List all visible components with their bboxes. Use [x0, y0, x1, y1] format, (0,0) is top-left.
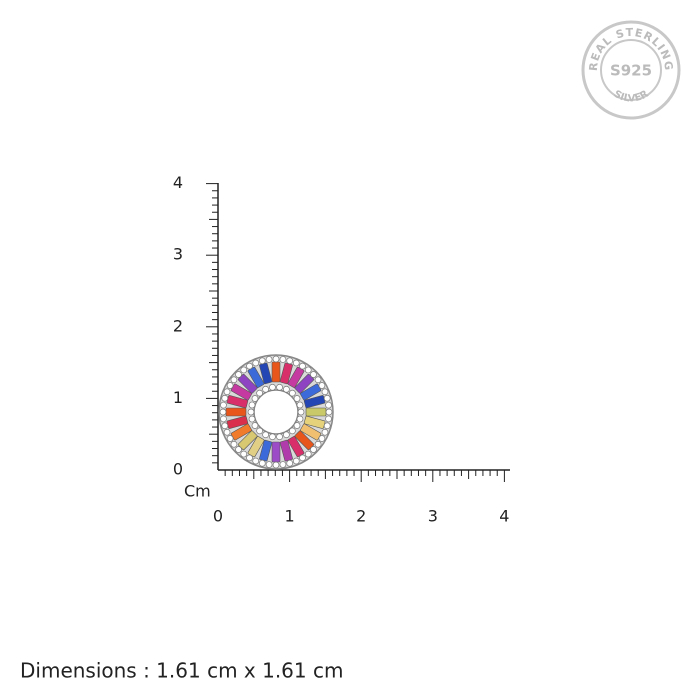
baguette-stone — [271, 441, 281, 463]
pave-stone — [292, 359, 300, 367]
baguette-stone — [225, 407, 247, 417]
pave-stone — [251, 395, 259, 402]
pave-stone — [318, 435, 326, 442]
pave-stone — [289, 427, 296, 435]
y-label: 0 — [173, 460, 183, 479]
pave-stone — [252, 457, 260, 465]
pave-stone — [286, 357, 294, 365]
pave-stone — [240, 366, 248, 374]
pave-stone — [310, 446, 317, 453]
pave-stone — [226, 382, 234, 389]
pave-stone — [235, 371, 242, 378]
dimensions-caption: Dimensions : 1.61 cm x 1.61 cm — [20, 659, 343, 683]
pave-stone — [246, 362, 253, 370]
pave-stone — [272, 355, 280, 363]
pave-stone — [258, 459, 266, 467]
pave-stone — [299, 362, 306, 370]
pave-stone — [248, 401, 256, 409]
ruler-unit: Cm — [184, 482, 211, 501]
pave-stone — [223, 428, 231, 436]
pave-stone — [221, 422, 229, 430]
pave-stone — [296, 415, 304, 423]
pave-stone — [272, 461, 280, 469]
pave-stone — [283, 431, 290, 439]
pave-stone — [323, 394, 331, 402]
pave-stone — [325, 415, 332, 423]
pave-stone — [286, 459, 294, 467]
pave-stone — [230, 440, 238, 448]
pave-stone — [283, 385, 290, 393]
pave-stone — [246, 454, 253, 462]
pave-stone — [247, 408, 255, 416]
pave-stone — [256, 389, 263, 397]
badge-center-text: S925 — [610, 62, 652, 80]
pave-stone — [262, 431, 269, 439]
pave-stone — [279, 461, 287, 468]
badge-bottom-path: SILVER — [612, 89, 651, 105]
x-label: 4 — [499, 507, 509, 526]
pave-stone — [220, 401, 227, 409]
pave-stone — [269, 383, 276, 391]
baguette-stone — [271, 361, 281, 383]
badge-ring — [581, 20, 681, 120]
pave-stone — [293, 422, 301, 429]
pave-stone — [265, 356, 273, 363]
x-label: 0 — [213, 507, 223, 526]
pave-stone — [304, 366, 312, 374]
badge-inner-ring — [600, 39, 662, 101]
y-label: 3 — [173, 245, 183, 264]
pave-stone — [223, 388, 231, 396]
pave-stone — [292, 457, 300, 465]
pave-stone — [279, 356, 287, 363]
pave-stone — [318, 382, 326, 389]
silver-badge: REAL STERLING S925 SILVER — [581, 20, 681, 120]
pave-stone — [226, 435, 234, 442]
pave-stone — [289, 389, 296, 397]
pave-stone — [323, 422, 331, 430]
pave-stone — [252, 359, 260, 367]
pave-stone — [219, 408, 227, 416]
pave-stone — [321, 428, 329, 436]
x-label: 3 — [428, 507, 438, 526]
pave-stone — [265, 461, 273, 468]
pave-stone — [314, 376, 322, 384]
pave-stone — [248, 415, 256, 423]
pave-stone — [235, 446, 242, 453]
pave-stone — [299, 454, 306, 462]
pave-stone — [314, 440, 322, 448]
pave-stone — [262, 385, 269, 393]
pave-stone — [256, 427, 263, 435]
pave-stone — [297, 408, 305, 416]
pave-stone — [310, 371, 317, 378]
ring-hole — [253, 389, 299, 435]
y-label: 2 — [173, 316, 183, 335]
pave-stone — [321, 388, 329, 396]
baguette-stone — [305, 407, 327, 417]
pave-stone — [276, 383, 283, 391]
ruler: Cm 0 1 2 3 4 0 1 2 3 4 — [173, 173, 510, 526]
y-label: 1 — [173, 388, 183, 407]
pave-stone — [293, 395, 301, 402]
pave-stone — [221, 394, 229, 402]
pave-stone — [325, 408, 333, 416]
badge-bottom-text: SILVER — [612, 89, 651, 105]
pave-stone — [276, 433, 283, 441]
pave-stone — [240, 450, 248, 458]
x-label: 1 — [285, 507, 295, 526]
pave-stone — [251, 422, 259, 429]
pave-stone — [269, 433, 276, 441]
pave-stone — [258, 357, 266, 365]
pave-stone — [304, 450, 312, 458]
pave-stone — [230, 376, 238, 384]
earring — [218, 354, 334, 470]
pave-stone — [296, 401, 304, 409]
pave-stone — [325, 401, 332, 409]
x-label: 2 — [356, 507, 366, 526]
y-label: 4 — [173, 173, 183, 192]
pave-stone — [220, 415, 227, 423]
